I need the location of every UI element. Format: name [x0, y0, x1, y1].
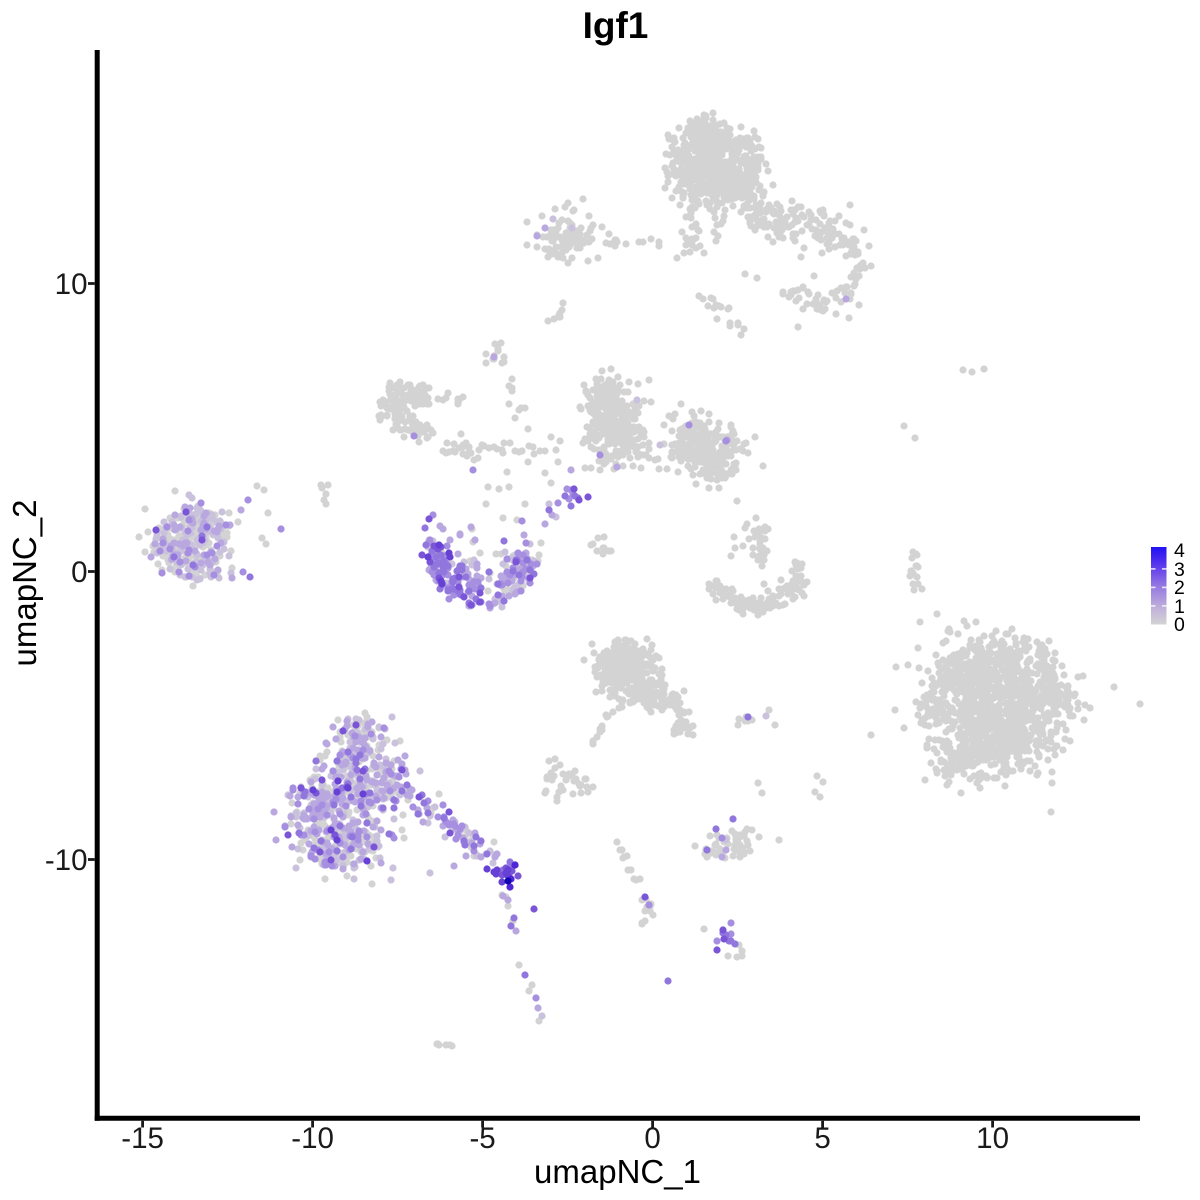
svg-text:10: 10	[976, 1122, 1009, 1155]
svg-text:-10: -10	[45, 844, 88, 877]
svg-text:umapNC_2: umapNC_2	[6, 500, 43, 667]
svg-text:4: 4	[1174, 540, 1185, 562]
svg-text:-10: -10	[291, 1122, 334, 1155]
svg-text:umapNC_1: umapNC_1	[534, 1153, 701, 1190]
svg-text:1: 1	[1174, 596, 1185, 618]
svg-text:-15: -15	[121, 1122, 164, 1155]
svg-text:-5: -5	[469, 1122, 495, 1155]
svg-text:0: 0	[1174, 614, 1185, 636]
svg-text:5: 5	[814, 1122, 830, 1155]
svg-text:10: 10	[55, 268, 88, 301]
svg-text:0: 0	[644, 1122, 660, 1155]
svg-text:2: 2	[1174, 577, 1185, 599]
svg-text:Igf1: Igf1	[583, 5, 649, 46]
svg-text:3: 3	[1174, 559, 1185, 581]
svg-text:0: 0	[71, 556, 87, 589]
